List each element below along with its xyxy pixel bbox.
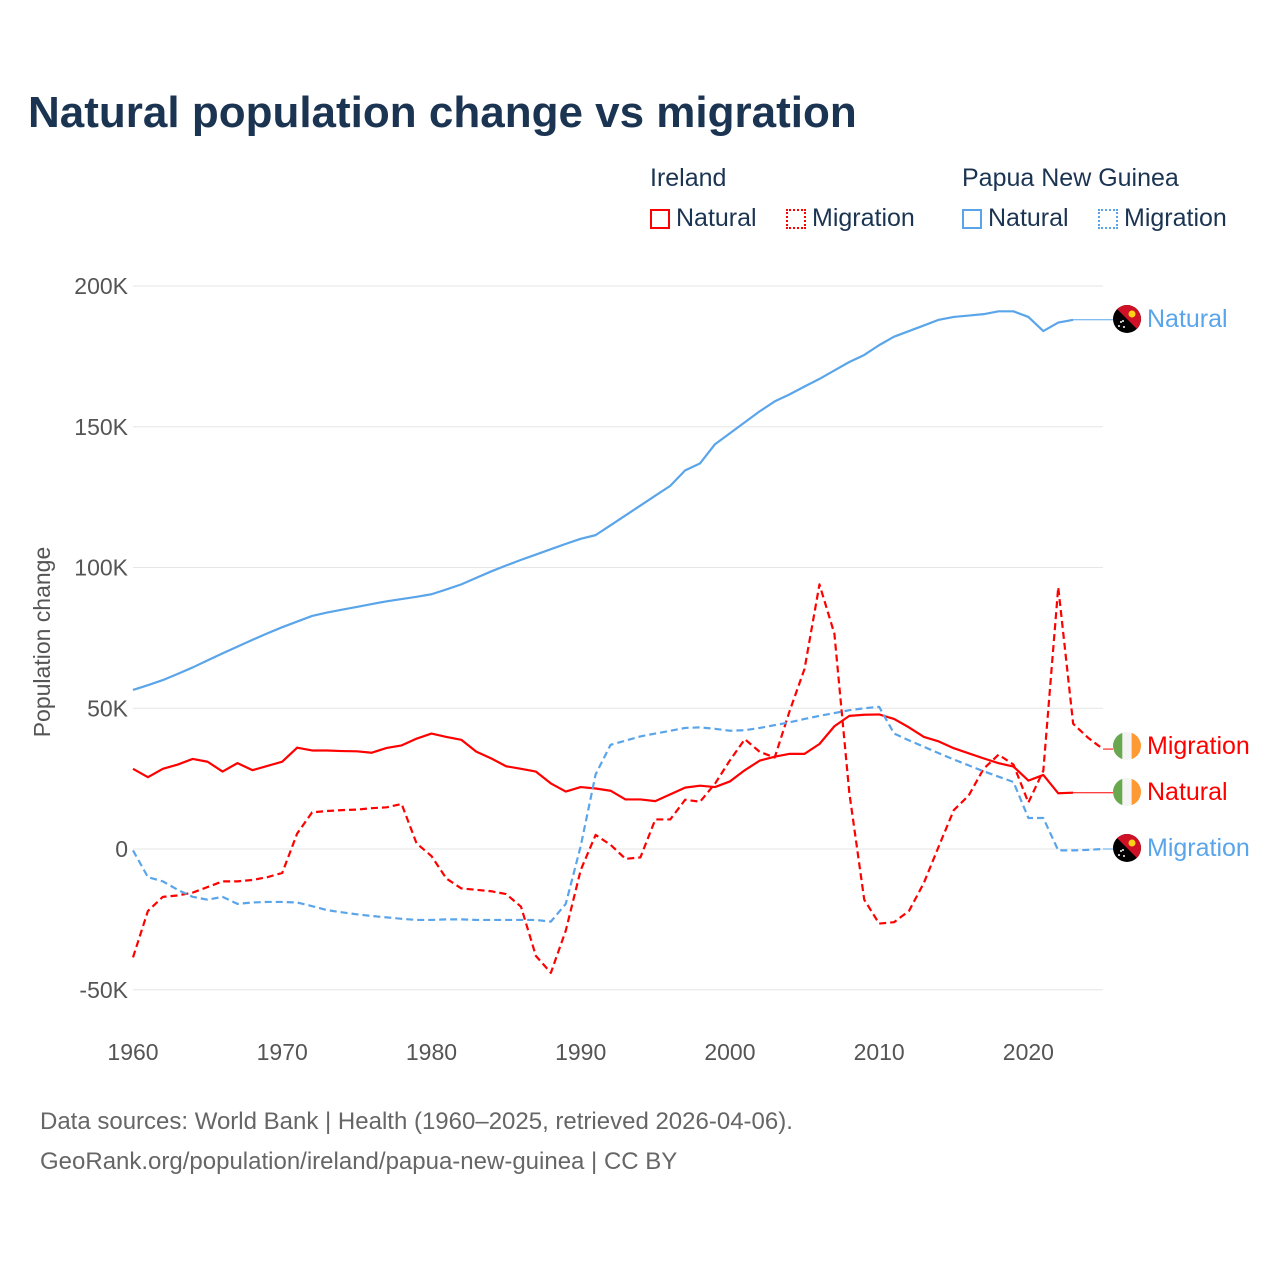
y-tick-label: 50K (87, 695, 129, 721)
flag-star (1122, 320, 1124, 322)
series-line-papua-new-guinea-migration (132, 705, 1104, 923)
series-line-ireland-migration (131, 583, 1104, 974)
x-tick-label: 2020 (1003, 1039, 1054, 1065)
flag-star (1120, 850, 1122, 852)
series-line-ireland-natural (132, 713, 1074, 803)
legend-label: Natural (676, 204, 757, 232)
ireland-flag-icon (1113, 732, 1141, 760)
footer-link[interactable]: GeoRank.org/population/ireland/papua-new… (40, 1148, 678, 1175)
x-tick-label: 2000 (704, 1039, 755, 1065)
legend-label: Migration (812, 204, 915, 232)
footer-sources: Data sources: World Bank | Health (1960–… (40, 1108, 793, 1135)
x-tick-label: 1970 (257, 1039, 308, 1065)
flag-stripe-orange (1131, 732, 1141, 760)
flag-bird (1128, 310, 1136, 318)
flag-stripe-white (1122, 732, 1132, 760)
x-tick-label: 1960 (107, 1039, 158, 1065)
flag-bird (1128, 839, 1136, 847)
end-label: Natural (1147, 305, 1228, 333)
flag-stripe-white (1122, 778, 1132, 806)
legend-png-natural[interactable]: Natural (962, 204, 1069, 233)
flag-star (1120, 321, 1122, 323)
legend-swatch-dotted-blue (1098, 208, 1118, 229)
legend-ireland-migration[interactable]: Migration (786, 204, 915, 233)
y-tick-label: 100K (74, 555, 128, 581)
flag-star (1123, 326, 1125, 328)
y-tick-label: 150K (74, 414, 128, 440)
legend-label: Natural (988, 204, 1069, 232)
flag-stripe-orange (1131, 778, 1141, 806)
x-tick-label: 1980 (406, 1039, 457, 1065)
flag-stripe-green (1113, 778, 1123, 806)
legend-ireland-natural[interactable]: Natural (650, 204, 757, 233)
x-tick-label: 2010 (854, 1039, 905, 1065)
y-tick-label: 200K (74, 273, 128, 299)
legend-group-ireland: Ireland (650, 164, 727, 192)
flag-star (1118, 325, 1120, 327)
legend-group-png: Papua New Guinea (962, 164, 1179, 192)
end-label: Natural (1147, 778, 1228, 806)
end-label: Migration (1147, 834, 1250, 862)
legend-label: Migration (1124, 204, 1227, 232)
chart-title: Natural population change vs migration (28, 88, 857, 137)
x-tick-label: 1990 (555, 1039, 606, 1065)
legend-png-migration[interactable]: Migration (1098, 204, 1227, 233)
png-flag-icon (1113, 305, 1141, 333)
flag-star (1118, 854, 1120, 856)
flag-stripe-green (1113, 732, 1123, 760)
y-axis-label: Population change (29, 547, 55, 738)
y-tick-label: -50K (79, 977, 128, 1003)
flag-star (1123, 855, 1125, 857)
flag-star (1122, 849, 1124, 851)
legend-swatch-solid-blue (962, 208, 982, 229)
end-label: Migration (1147, 732, 1250, 760)
legend-swatch-dotted-red (786, 208, 806, 229)
series-line-papua-new-guinea-natural (132, 310, 1074, 691)
png-flag-icon (1113, 834, 1141, 862)
legend-swatch-solid-red (650, 208, 670, 229)
ireland-flag-icon (1113, 778, 1141, 806)
y-tick-label: 0 (115, 836, 128, 862)
